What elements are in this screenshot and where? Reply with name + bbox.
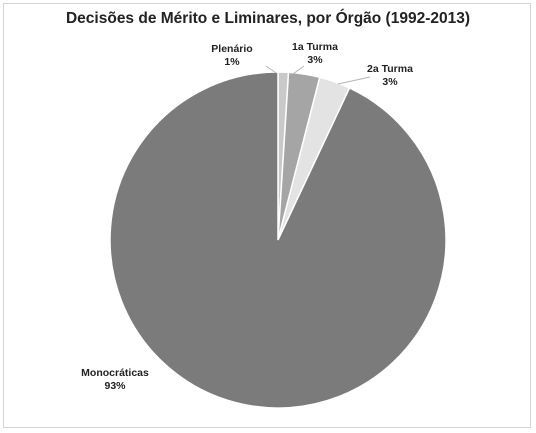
slice-name-label: 1a Turma bbox=[292, 41, 338, 53]
leader-line bbox=[292, 65, 305, 75]
slice-percent-label: 93% bbox=[104, 380, 126, 392]
slice-percent-label: 1% bbox=[224, 56, 240, 68]
slice-percent-label: 3% bbox=[382, 76, 398, 88]
slice-percent-label: 3% bbox=[307, 54, 323, 66]
leader-line bbox=[337, 76, 371, 85]
leader-line bbox=[265, 65, 277, 74]
slice-name-label: 2a Turma bbox=[367, 63, 413, 75]
slice-name-label: Plenário bbox=[211, 43, 252, 55]
slice-name-label: Monocráticas bbox=[81, 367, 149, 379]
chart-title: Decisões de Mérito e Liminares, por Órgã… bbox=[65, 10, 470, 27]
pie-slice-monocr-ticas bbox=[109, 71, 447, 409]
